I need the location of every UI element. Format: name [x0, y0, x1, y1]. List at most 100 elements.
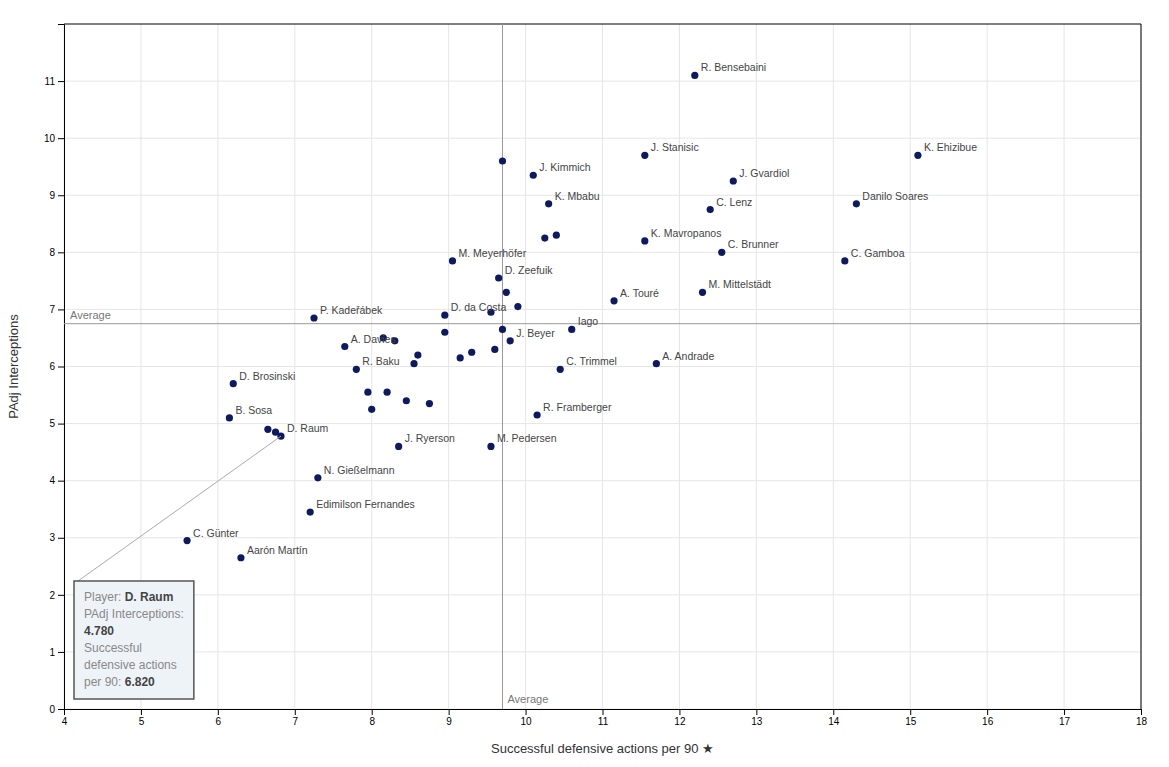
- y-tick-mark: [58, 538, 64, 539]
- y-tick-label: 4: [49, 475, 55, 486]
- grid-line-y: [64, 651, 1141, 652]
- grid-line-y: [64, 480, 1141, 481]
- y-axis: 01234567891011: [44, 25, 65, 715]
- annotation-value: D. Raum: [125, 590, 174, 604]
- frame-right: [1141, 24, 1142, 709]
- data-area: [64, 24, 1141, 709]
- point: [699, 289, 706, 296]
- y-tick: 6: [49, 361, 64, 372]
- point: [384, 389, 391, 396]
- point-label: R. Baku: [362, 355, 400, 367]
- x-tick: 11: [598, 709, 609, 727]
- point: [553, 232, 560, 239]
- plot: 45678910111213141516171801234567891011Av…: [44, 24, 1148, 727]
- point: [310, 314, 317, 321]
- point: [410, 360, 417, 367]
- x-tick: 9: [446, 709, 452, 727]
- point: [230, 380, 237, 387]
- annotation-text: Player:: [84, 590, 125, 604]
- point: [395, 443, 402, 450]
- grid-line-y: [64, 594, 1141, 595]
- y-tick-label: 9: [49, 190, 55, 201]
- x-tick-label: 16: [982, 716, 994, 727]
- y-tick-mark: [58, 367, 64, 368]
- point-label: M. Meyerhöfer: [458, 247, 526, 259]
- annotation-value: 6.820: [125, 675, 155, 689]
- x-tick-label: 7: [293, 716, 299, 727]
- y-tick: 10: [44, 133, 64, 144]
- point: [272, 429, 279, 436]
- point-label: K. Mbabu: [555, 190, 600, 202]
- x-tick: 14: [828, 709, 840, 727]
- y-tick-label: 7: [49, 304, 55, 315]
- x-tick: 16: [982, 709, 994, 727]
- point: [441, 329, 448, 336]
- y-tick: 4: [49, 475, 64, 486]
- point: [426, 400, 433, 407]
- x-tick-mark: [910, 709, 911, 715]
- y-tick: 2: [49, 590, 64, 601]
- point: [691, 72, 698, 79]
- point: [495, 274, 502, 281]
- point: [545, 200, 552, 207]
- x-tick-mark: [449, 709, 450, 715]
- point: [534, 411, 541, 418]
- x-tick: 8: [369, 709, 375, 727]
- x-tick-mark: [987, 709, 988, 715]
- point: [541, 234, 548, 241]
- y-tick: 8: [49, 247, 64, 258]
- grid-line-y: [64, 423, 1141, 424]
- y-tick-label: 10: [44, 133, 56, 144]
- annotation-text: Successful: [84, 641, 142, 655]
- point: [364, 389, 371, 396]
- x-tick-label: 6: [216, 716, 222, 727]
- grid-line-x: [1141, 24, 1142, 709]
- point: [507, 337, 514, 344]
- y-tick-mark: [58, 138, 64, 139]
- x-axis-title: Successful defensive actions per 90 ★: [491, 741, 714, 756]
- point: [341, 343, 348, 350]
- point: [499, 326, 506, 333]
- x-tick-mark: [218, 709, 219, 715]
- annotation-box: [74, 581, 194, 699]
- x-tick-mark: [295, 709, 296, 715]
- average-label: Average: [507, 693, 548, 705]
- y-axis-line: [58, 25, 65, 710]
- x-tick-mark: [526, 709, 527, 715]
- point-label: D. da Costa: [451, 301, 507, 313]
- point: [468, 349, 475, 356]
- x-tick-label: 4: [62, 716, 68, 727]
- point-label: C. Günter: [193, 527, 239, 539]
- point-label: A. Andrade: [662, 350, 714, 362]
- point: [487, 443, 494, 450]
- y-axis-title: PAdj Interceptions: [6, 314, 21, 419]
- y-tick-label: 8: [49, 247, 55, 258]
- point: [237, 554, 244, 561]
- x-tick: 13: [751, 709, 763, 727]
- x-axis-line: [65, 710, 1142, 716]
- point: [307, 508, 314, 515]
- point-label: C. Trimmel: [566, 355, 617, 367]
- y-tick-mark: [58, 252, 64, 253]
- point: [353, 366, 360, 373]
- point-label: Iago: [578, 315, 599, 327]
- x-tick: 18: [1136, 709, 1148, 727]
- points: [183, 72, 921, 562]
- y-tick-label: 5: [49, 418, 55, 429]
- point-label: C. Gamboa: [851, 247, 905, 259]
- point: [503, 289, 510, 296]
- x-tick-label: 5: [139, 716, 145, 727]
- y-tick: 0: [49, 704, 64, 715]
- x-tick-label: 14: [828, 716, 840, 727]
- point: [610, 297, 617, 304]
- point: [718, 249, 725, 256]
- y-tick: 5: [49, 418, 64, 429]
- point-label: P. Kadeřábek: [320, 304, 383, 316]
- y-tick-label: 0: [49, 704, 55, 715]
- annotation: Player: D. RaumPAdj Interceptions:4.780S…: [74, 436, 281, 699]
- point-label: Edimilson Fernandes: [316, 498, 415, 510]
- point: [557, 366, 564, 373]
- point: [730, 177, 737, 184]
- y-tick-label: 1: [49, 647, 55, 658]
- grid: [64, 24, 1141, 709]
